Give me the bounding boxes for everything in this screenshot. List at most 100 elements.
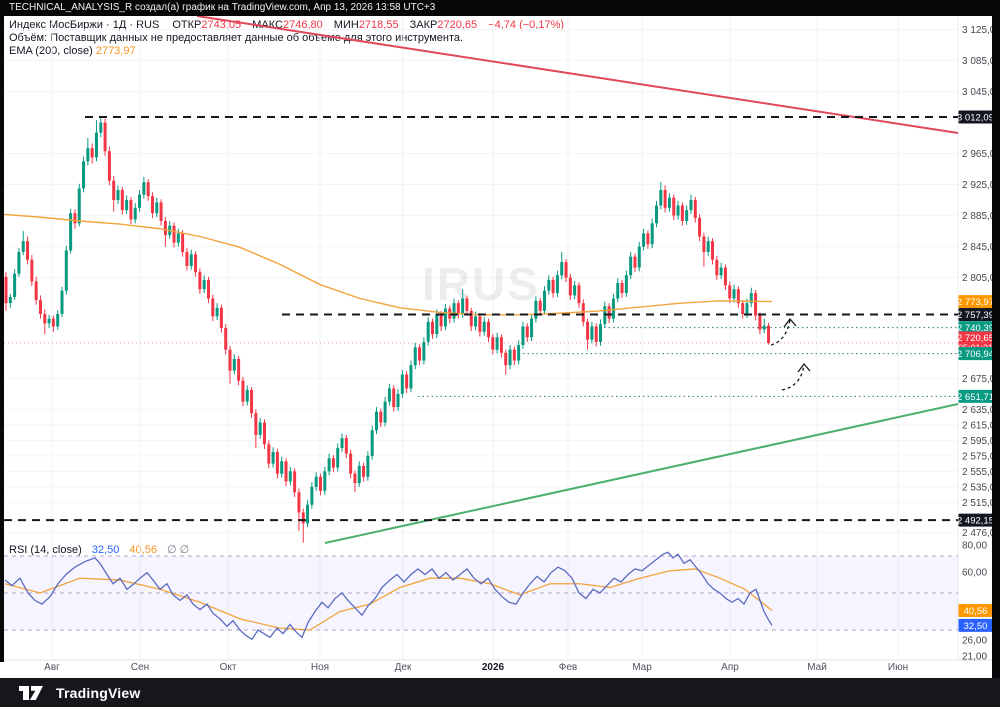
candle[interactable] — [642, 233, 646, 247]
ascending-trendline[interactable] — [324, 403, 959, 544]
candle[interactable] — [624, 275, 628, 294]
candle[interactable] — [297, 492, 301, 513]
candle[interactable] — [543, 290, 546, 311]
candle[interactable] — [482, 321, 486, 332]
candle[interactable] — [77, 188, 81, 224]
candle[interactable] — [715, 259, 719, 276]
candle[interactable] — [525, 326, 529, 338]
candle[interactable] — [103, 122, 107, 152]
candle[interactable] — [237, 358, 241, 381]
candle[interactable] — [241, 380, 245, 402]
candle[interactable] — [491, 337, 495, 350]
candle[interactable] — [461, 298, 465, 315]
candle[interactable] — [224, 327, 228, 350]
candle[interactable] — [172, 225, 176, 243]
candle[interactable] — [418, 347, 422, 361]
candle[interactable] — [568, 277, 572, 296]
candle[interactable] — [357, 465, 361, 484]
candle[interactable] — [741, 303, 745, 315]
candlesticks[interactable] — [4, 117, 771, 543]
candle[interactable] — [189, 254, 193, 266]
tradingview-brand-text[interactable]: TradingView — [56, 684, 141, 701]
candle[interactable] — [310, 486, 314, 505]
candle[interactable] — [228, 349, 232, 371]
candle[interactable] — [603, 306, 607, 325]
candle[interactable] — [508, 349, 512, 366]
candle[interactable] — [112, 180, 116, 201]
candle[interactable] — [732, 289, 736, 299]
candle[interactable] — [107, 151, 111, 181]
candle[interactable] — [711, 241, 715, 260]
candle[interactable] — [194, 254, 198, 273]
candle[interactable] — [422, 341, 426, 361]
candle[interactable] — [426, 321, 430, 342]
candle[interactable] — [430, 321, 434, 335]
candle[interactable] — [435, 314, 439, 335]
candle[interactable] — [293, 471, 297, 493]
candle[interactable] — [633, 256, 637, 268]
candle[interactable] — [120, 189, 124, 211]
candle[interactable] — [245, 389, 249, 402]
candle[interactable] — [284, 461, 288, 482]
candle[interactable] — [129, 200, 133, 220]
candle[interactable] — [271, 452, 275, 464]
candle[interactable] — [736, 289, 740, 304]
candle[interactable] — [185, 252, 189, 266]
candle[interactable] — [150, 196, 154, 214]
candle[interactable] — [534, 300, 538, 319]
candle[interactable] — [370, 430, 374, 456]
candle[interactable] — [215, 307, 219, 317]
candle[interactable] — [327, 458, 331, 472]
candle[interactable] — [599, 324, 603, 342]
candle[interactable] — [448, 308, 452, 319]
candle[interactable] — [689, 200, 693, 211]
candle[interactable] — [125, 200, 129, 211]
candle[interactable] — [69, 213, 73, 251]
candle[interactable] — [64, 250, 68, 291]
candle[interactable] — [116, 189, 120, 201]
candle[interactable] — [637, 246, 641, 268]
candle[interactable] — [26, 241, 30, 260]
candle[interactable] — [551, 279, 555, 294]
candle[interactable] — [258, 422, 262, 435]
candle[interactable] — [469, 310, 473, 327]
candle[interactable] — [301, 512, 305, 524]
candle[interactable] — [758, 315, 762, 330]
candle[interactable] — [4, 276, 8, 304]
candle[interactable] — [163, 220, 167, 235]
candle[interactable] — [267, 444, 271, 464]
candle[interactable] — [318, 476, 322, 491]
candle[interactable] — [159, 202, 163, 221]
candle[interactable] — [762, 325, 766, 330]
candle[interactable] — [680, 205, 684, 221]
rsi-legend[interactable]: RSI (14, close) 32,50 40,56 ∅ ∅ — [9, 543, 189, 556]
candle[interactable] — [607, 306, 611, 319]
candle[interactable] — [56, 314, 60, 327]
candle[interactable] — [581, 303, 585, 322]
candle[interactable] — [650, 223, 654, 245]
candle[interactable] — [616, 283, 620, 299]
candle[interactable] — [396, 393, 400, 408]
candle[interactable] — [353, 473, 357, 484]
candle[interactable] — [73, 213, 77, 224]
candle[interactable] — [47, 318, 51, 324]
candle[interactable] — [232, 358, 236, 371]
candle[interactable] — [452, 303, 456, 319]
candle[interactable] — [555, 275, 559, 294]
candle[interactable] — [530, 318, 534, 338]
candle[interactable] — [280, 461, 284, 474]
candle[interactable] — [323, 471, 327, 491]
candle[interactable] — [374, 411, 378, 431]
candle[interactable] — [538, 300, 542, 311]
candle[interactable] — [82, 161, 86, 189]
candle[interactable] — [288, 471, 292, 482]
candle[interactable] — [719, 267, 723, 276]
candle[interactable] — [198, 272, 202, 290]
candle[interactable] — [21, 241, 25, 252]
candle[interactable] — [275, 452, 279, 474]
candle[interactable] — [577, 285, 581, 304]
candle[interactable] — [211, 298, 215, 317]
candle[interactable] — [499, 337, 503, 353]
candle[interactable] — [504, 352, 508, 366]
